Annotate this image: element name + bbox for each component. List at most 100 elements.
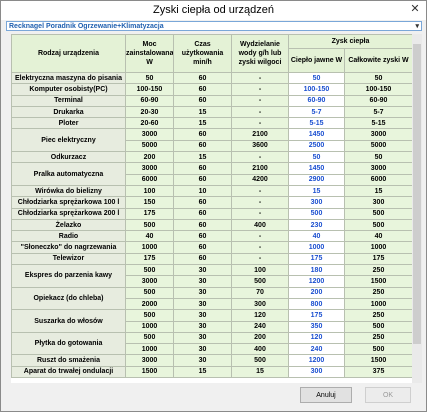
table-cell: 50 <box>288 151 345 164</box>
scroll-thumb[interactable] <box>413 44 421 344</box>
table-cell: 300 <box>344 196 412 209</box>
source-dropdown[interactable]: Recknagel Poradnik Ogrzewanie+Klimatyzac… <box>6 21 422 31</box>
table-cell: 200 <box>231 331 289 345</box>
heat-table: Rodzaj urządzenia Moc zainstalowana W Cz… <box>11 34 412 379</box>
table-cell: 50 <box>344 151 412 164</box>
table-cell: 60 <box>173 128 232 141</box>
table-cell: 500 <box>125 286 174 299</box>
device-name: Opiekacz (do chleba) <box>11 286 126 311</box>
table-cell: 40 <box>125 230 174 243</box>
table-cell: 60 <box>173 139 232 153</box>
device-name: Pralka automatyczna <box>11 162 126 186</box>
table-row: 1000 30 400 240 500 <box>12 343 412 356</box>
table-cell: 1500 <box>344 275 412 288</box>
table-row: Piec elektryczny 3000 60 2100 1450 3000 <box>11 128 412 153</box>
table-row: Płytka do gotowania 500 30 200 120 250 <box>11 331 412 356</box>
table-cell: 175 <box>125 252 174 266</box>
device-name: "Słoneczko" do nagrzewania <box>11 241 126 254</box>
table-row: Ruszt do smażenia 3000 30 500 1200 1500 <box>11 354 412 367</box>
table-cell: 30 <box>173 354 232 367</box>
table-cell: - <box>231 151 289 164</box>
table-cell: 50 <box>288 71 345 85</box>
table-cell: 60 <box>173 241 232 254</box>
table-cell: 3000 <box>344 162 412 175</box>
table-cell: 230 <box>288 218 345 232</box>
device-name: Komputer osobisty(PC) <box>11 83 126 96</box>
table-cell: - <box>231 252 289 266</box>
table-cell: 1000 <box>125 320 174 333</box>
table-cell: 60 <box>173 196 232 209</box>
table-cell: 5-7 <box>288 105 345 119</box>
table-cell: 100-150 <box>344 83 412 96</box>
table-row: Odkurzacz 200 15-50 50 <box>11 151 412 164</box>
table-row: Żelazko 500 60 400 230 500 <box>11 218 412 232</box>
table-cell: 6000 <box>125 173 174 186</box>
header-cell: Moc zainstalowana W <box>125 34 174 73</box>
table-cell: 70 <box>231 286 289 299</box>
table-cell: 500 <box>125 331 174 345</box>
table-cell: - <box>231 94 289 107</box>
table-cell: 5-15 <box>344 117 412 130</box>
table-cell: 60 <box>173 252 232 266</box>
table-cell: 3600 <box>231 139 289 153</box>
device-name: Piec elektryczny <box>11 128 126 153</box>
table-cell: 2100 <box>231 128 289 141</box>
table-cell: 175 <box>344 252 412 266</box>
table-cell: 800 <box>288 297 345 311</box>
device-name: Radio <box>11 230 126 243</box>
table-cell: 1200 <box>288 275 345 288</box>
table-cell: - <box>231 230 289 243</box>
table-cell: 400 <box>231 343 289 356</box>
table-cell: 60 <box>173 162 232 175</box>
table-cell: - <box>231 196 289 209</box>
table-cell: 240 <box>231 320 289 333</box>
table-cell: - <box>231 184 289 198</box>
table-cell: 5-15 <box>288 117 345 130</box>
table-row: Elektryczna maszyna do pisania 50 60-50 50 <box>11 71 412 85</box>
table-cell: 1500 <box>344 354 412 367</box>
table-cell: 2100 <box>231 162 289 175</box>
device-name: Żelazko <box>11 218 126 232</box>
table-cell: 15 <box>288 184 345 198</box>
ok-button[interactable]: OK <box>365 387 411 403</box>
table-row: Terminal 60-90 60-60-90 60-90 <box>11 94 412 107</box>
table-row: Chłodziarka sprężarkowa 100 l 150 60-300 30… <box>11 196 412 209</box>
table-cell: 100 <box>231 264 289 277</box>
table-row: "Słoneczko" do nagrzewania 1000 60-1000 100… <box>11 241 412 254</box>
table-cell: 250 <box>344 286 412 299</box>
table-cell: 175 <box>288 252 345 266</box>
table-cell: 500 <box>288 207 345 220</box>
table-cell: 5000 <box>344 139 412 153</box>
header-cell: Całkowite zyski W <box>344 48 412 73</box>
table-cell: 1500 <box>125 365 174 379</box>
table-cell: 15 <box>173 105 232 119</box>
table-cell: 60 <box>173 94 232 107</box>
table-cell: 500 <box>344 207 412 220</box>
table-cell: - <box>231 241 289 254</box>
table-cell: 240 <box>288 343 345 356</box>
table-cell: 30 <box>173 331 232 345</box>
cancel-button[interactable]: Anuluj <box>300 387 352 403</box>
close-button[interactable]: ✕ <box>410 3 420 15</box>
table-cell: 5000 <box>125 139 174 153</box>
table-cell: 15 <box>173 117 232 130</box>
table-cell: 50 <box>344 71 412 85</box>
table-cell: 60 <box>173 230 232 243</box>
table-cell: 3000 <box>344 128 412 141</box>
table-cell: - <box>231 71 289 85</box>
device-name: Telewizor <box>11 252 126 266</box>
table-cell: 1000 <box>344 297 412 311</box>
header-cell: Wydzielanie wody g/h lub zyski wilgoci <box>231 34 289 73</box>
table-cell: 30 <box>173 343 232 356</box>
dropdown-arrow: ▾ <box>415 23 419 30</box>
table-cell: 15 <box>173 365 232 379</box>
header-cell: Rodzaj urządzenia <box>11 34 126 73</box>
scrollbar[interactable] <box>412 34 422 383</box>
table-row: Chłodziarka sprężarkowa 200 l 175 60-500 50… <box>11 207 412 220</box>
table-cell: - <box>231 207 289 220</box>
table-cell: 6000 <box>344 173 412 186</box>
table-cell: 60-90 <box>288 94 345 107</box>
table-cell: 20-60 <box>125 117 174 130</box>
table-row: Suszarka do włosów 500 30 120 175 250 <box>11 309 412 333</box>
